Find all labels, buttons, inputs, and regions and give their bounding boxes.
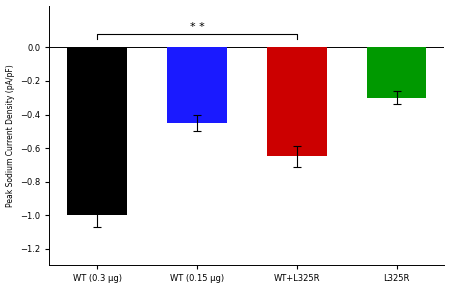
- Y-axis label: Peak Sodium Current Density (pA/pF): Peak Sodium Current Density (pA/pF): [5, 64, 14, 207]
- Bar: [68, 47, 127, 215]
- Bar: [367, 47, 427, 98]
- Text: * *: * *: [189, 22, 204, 32]
- Bar: [167, 47, 227, 123]
- Bar: [267, 47, 327, 156]
